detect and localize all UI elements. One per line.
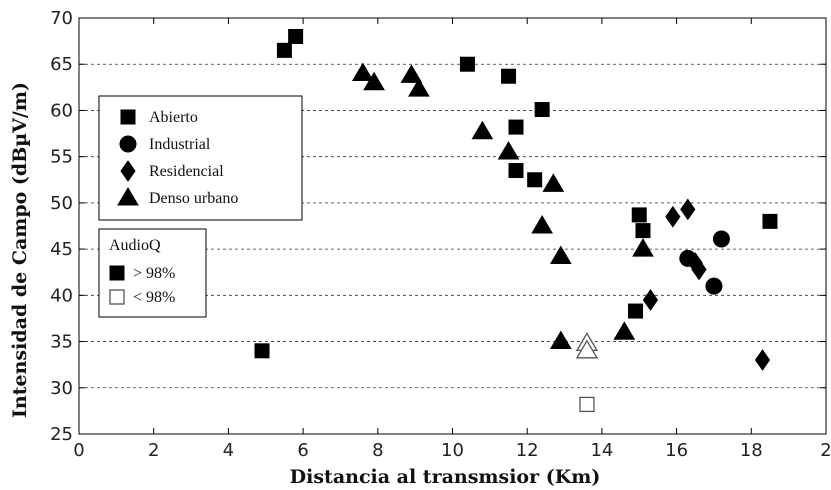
y-axis-title: Intensidad de Campo (dBµV/m) bbox=[9, 82, 31, 418]
y-tick-label: 30 bbox=[50, 378, 73, 399]
legend-marker-triangle bbox=[117, 187, 139, 206]
data-point-triangle bbox=[632, 238, 654, 257]
y-tick-label: 60 bbox=[50, 100, 73, 121]
y-tick-label: 65 bbox=[50, 54, 73, 75]
x-tick-label: 2 bbox=[148, 440, 159, 461]
x-tick-label: 8 bbox=[372, 440, 383, 461]
y-tick-label: 50 bbox=[50, 193, 73, 214]
data-point-square bbox=[631, 207, 647, 223]
legend-marker-diamond bbox=[120, 160, 136, 182]
x-tick-label: 10 bbox=[441, 440, 464, 461]
legend-label: Industrial bbox=[149, 136, 211, 153]
legend-marker-circle bbox=[119, 135, 137, 153]
plot-frame bbox=[78, 17, 827, 435]
data-point-square bbox=[628, 303, 644, 319]
data-point-square bbox=[508, 119, 524, 135]
y-tick-label: 70 bbox=[50, 8, 73, 29]
x-tick-label: 18 bbox=[740, 440, 763, 461]
legend-label: > 98% bbox=[133, 265, 175, 282]
data-point-circle bbox=[705, 277, 723, 295]
data-point-square bbox=[527, 172, 543, 188]
x-tick-label: 6 bbox=[297, 440, 308, 461]
y-tick-label: 35 bbox=[50, 332, 73, 353]
data-point-square bbox=[635, 223, 651, 239]
data-point-triangle bbox=[549, 330, 572, 350]
legend-title: AudioQ bbox=[109, 237, 161, 254]
legend-point-types: Abierto Industrial Residencial Denso urbano bbox=[98, 95, 303, 221]
axis-ticks: 25 30 35 40 45 50 55 60 65 70 0 2 4 6 8 10 12 14 16 18 2 bbox=[50, 8, 831, 461]
legend-label: Residencial bbox=[149, 163, 224, 180]
data-point-diamond bbox=[691, 258, 707, 281]
data-points bbox=[254, 28, 778, 413]
data-point-triangle bbox=[400, 64, 423, 83]
legend-marker-audio bbox=[109, 289, 125, 305]
legend-label: < 98% bbox=[133, 289, 175, 306]
data-point-square bbox=[288, 28, 304, 44]
data-point-triangle bbox=[363, 71, 385, 91]
data-point-square bbox=[508, 163, 524, 179]
data-point-square bbox=[459, 56, 475, 72]
y-tick-label: 40 bbox=[50, 285, 73, 306]
x-tick-label: 14 bbox=[590, 440, 613, 461]
data-point-square bbox=[579, 396, 595, 413]
data-point-triangle bbox=[575, 339, 599, 359]
legend-marker-audio bbox=[109, 265, 125, 281]
x-tick-label: 2 bbox=[820, 440, 831, 461]
data-point-square bbox=[254, 343, 270, 359]
y-tick-label: 45 bbox=[50, 239, 73, 260]
data-point-triangle bbox=[542, 173, 565, 192]
legend-audio-quality: AudioQ > 98% < 98% bbox=[98, 228, 207, 318]
data-point-square bbox=[762, 213, 778, 229]
data-point-triangle bbox=[613, 321, 636, 340]
data-point-diamond bbox=[642, 289, 659, 311]
data-point-triangle bbox=[351, 62, 374, 81]
legend-marker-square bbox=[120, 109, 136, 125]
data-point-square bbox=[276, 42, 292, 58]
x-tick-label: 4 bbox=[223, 440, 234, 461]
data-point-triangle bbox=[471, 120, 494, 140]
data-point-circle bbox=[712, 230, 730, 248]
x-tick-label: 0 bbox=[73, 440, 84, 461]
legend-label: Abierto bbox=[149, 109, 198, 126]
y-tick-label: 55 bbox=[50, 147, 73, 168]
data-point-triangle bbox=[408, 78, 430, 97]
x-axis-title: Distancia al transmsior (Km) bbox=[290, 466, 601, 488]
grid-lines bbox=[79, 63, 826, 389]
data-point-triangle bbox=[531, 215, 554, 234]
x-tick-label: 16 bbox=[665, 440, 688, 461]
legend-label: Denso urbano bbox=[149, 190, 238, 207]
data-point-square bbox=[501, 68, 517, 84]
data-point-diamond bbox=[665, 205, 681, 228]
data-point-triangle bbox=[549, 245, 572, 265]
data-point-triangle bbox=[497, 141, 520, 160]
x-tick-label: 12 bbox=[516, 440, 539, 461]
data-point-diamond bbox=[754, 349, 771, 371]
data-point-diamond bbox=[680, 198, 696, 221]
data-point-square bbox=[534, 102, 550, 118]
y-tick-label: 25 bbox=[50, 424, 73, 445]
